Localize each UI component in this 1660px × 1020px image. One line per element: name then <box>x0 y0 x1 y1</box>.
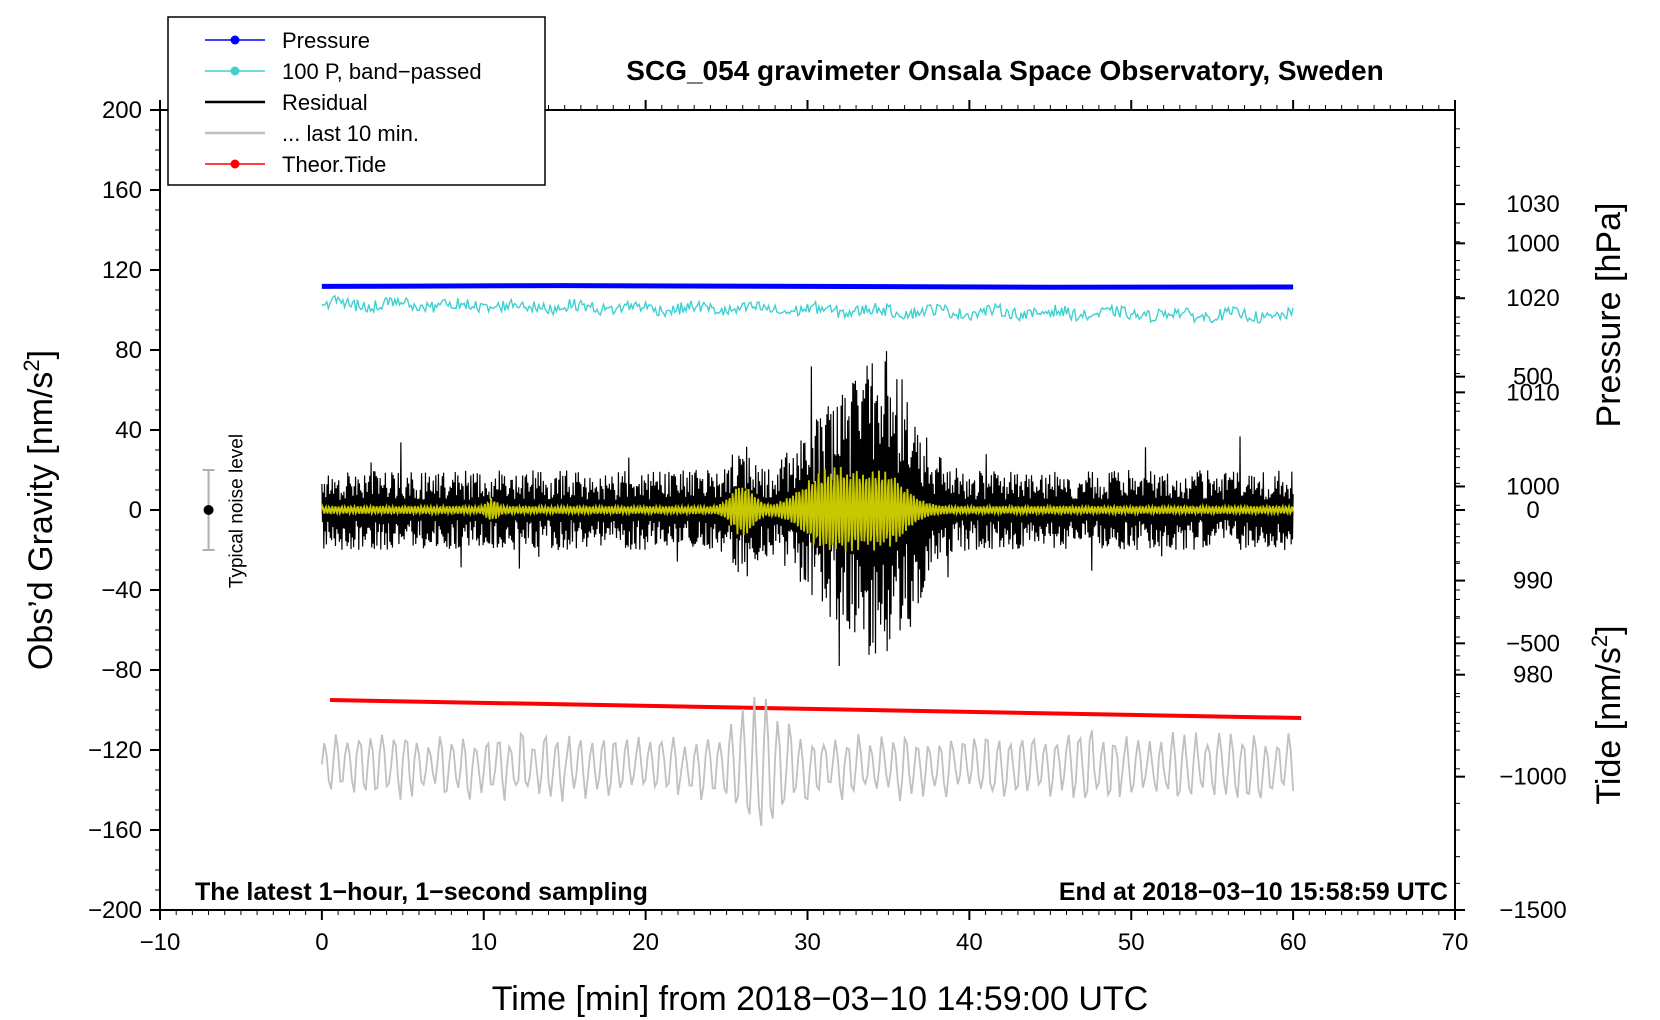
y-tick-label: 80 <box>115 337 142 364</box>
legend-item-label: Residual <box>282 90 368 115</box>
pressure-tick-label: 1020 <box>1506 285 1559 312</box>
x-axis-title: Time [min] from 2018−03−10 14:59:00 UTC <box>492 980 1148 1018</box>
legend-item-label: Pressure <box>282 28 370 53</box>
y-tick-label: 40 <box>115 417 142 444</box>
pressure-line <box>321 283 1294 290</box>
legend-item-label: ... last 10 min. <box>282 121 419 146</box>
y-axis-title-gravity: Obs’d Gravity [nm/s2] <box>19 350 60 670</box>
legend: Pressure 100 P, band−passed Residual ... la… <box>167 16 546 186</box>
y-tick-label: 200 <box>102 97 142 124</box>
noise-level-label: Typical noise level <box>227 434 248 588</box>
pressure-tick-label: 1000 <box>1506 473 1559 500</box>
tide-tick-label: 0 <box>1526 497 1539 524</box>
filtered-overlay-line <box>320 467 1295 552</box>
y-tick-label: 120 <box>102 257 142 284</box>
pressure-tick-label: 980 <box>1513 662 1553 689</box>
ticks-layer: −10 0 10 20 30 40 50 60 7020016012080400−40−80−1… <box>88 97 1567 956</box>
x-tick-label: 30 <box>794 929 821 956</box>
y-tick-label: −40 <box>101 577 142 604</box>
tide-tick-label: 500 <box>1513 364 1553 391</box>
legend-swatch-marker <box>230 35 240 45</box>
y-tick-label: −120 <box>88 737 142 764</box>
end-time-note: End at 2018−03−10 15:58:59 UTC <box>1059 878 1448 906</box>
x-tick-label: 20 <box>632 929 659 956</box>
chart-title: SCG_054 gravimeter Onsala Space Observat… <box>626 55 1383 86</box>
pressure-tick-label: 1010 <box>1506 379 1559 406</box>
noise-level-indicator: Typical noise level <box>202 434 248 588</box>
last-10-min-line <box>320 697 1295 827</box>
data-layer <box>320 283 1302 827</box>
pressure-tick-label: 990 <box>1513 568 1553 595</box>
x-tick-label: 40 <box>956 929 983 956</box>
y-tick-label: −80 <box>101 657 142 684</box>
y-tick-label: 0 <box>129 497 142 524</box>
x-tick-label: 0 <box>315 929 328 956</box>
y-axis-title-tide: Tide [nm/s2] <box>1587 625 1628 804</box>
y-tick-label: −200 <box>88 897 142 924</box>
legend-swatch-marker <box>230 159 240 169</box>
y-tick-label: 160 <box>102 177 142 204</box>
legend-item-label: 100 P, band−passed <box>282 59 482 84</box>
tide-tick-label: −1500 <box>1499 897 1566 924</box>
y-axis-title-pressure: Pressure [hPa] <box>1590 203 1628 428</box>
x-tick-label: 70 <box>1442 929 1469 956</box>
tide-tick-label: −1000 <box>1499 764 1566 791</box>
tide-tick-label: 1000 <box>1506 230 1559 257</box>
pressure-tick-label: 1030 <box>1506 191 1559 218</box>
x-tick-label: 10 <box>470 929 497 956</box>
noise-center-dot <box>203 505 214 515</box>
tide-tick-label: −500 <box>1506 630 1560 657</box>
sampling-note: The latest 1−hour, 1−second sampling <box>195 878 648 906</box>
legend-swatch-marker <box>230 66 240 76</box>
x-tick-label: 60 <box>1280 929 1307 956</box>
y-tick-label: −160 <box>88 817 142 844</box>
theoretical-tide-line <box>329 698 1302 720</box>
bandpassed-pressure-line <box>321 294 1294 324</box>
residual-line <box>321 351 1294 667</box>
x-tick-label: 50 <box>1118 929 1145 956</box>
legend-item-label: Theor.Tide <box>282 152 386 177</box>
x-tick-label: −10 <box>140 929 181 956</box>
